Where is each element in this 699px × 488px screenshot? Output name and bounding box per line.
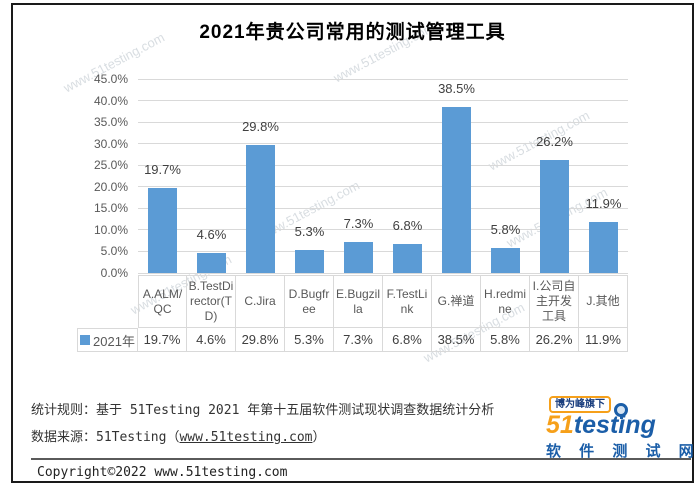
y-axis-tick-label: 20.0%	[93, 179, 128, 194]
bar-value-label: 19.7%	[144, 162, 181, 178]
y-axis-tick-label: 45.0%	[93, 72, 128, 86]
value-cell: 11.9%	[579, 328, 628, 352]
category-cell: D.Bugfree	[285, 275, 334, 328]
stats-rule-text: 统计规则：基于 51Testing 2021 年第十五届软件测试现状调查数据统计…	[31, 403, 495, 418]
bar	[295, 250, 324, 273]
value-cell: 26.2%	[530, 328, 579, 352]
y-axis-tick-label: 0.0%	[100, 266, 128, 280]
legend-cell: 2021年	[77, 328, 138, 352]
magnifier-icon	[614, 403, 629, 419]
category-cell: G.禅道	[432, 275, 481, 328]
y-axis-tick-label: 40.0%	[93, 93, 128, 108]
chart-frame: www.51testing.com www.51testing.com www.51…	[11, 3, 694, 483]
bar-value-label: 11.9%	[585, 195, 622, 211]
gridline	[138, 272, 628, 274]
bar	[197, 253, 226, 273]
divider-line	[31, 458, 691, 460]
value-cell: 19.7%	[138, 328, 187, 352]
bar-value-label: 4.6%	[196, 227, 227, 243]
legend-marker-icon	[80, 335, 91, 345]
bar-value-label: 7.3%	[343, 215, 374, 231]
table-spacer	[77, 275, 138, 328]
y-axis-tick-label: 10.0%	[93, 222, 128, 237]
logo-badge: 博为峰旗下	[549, 396, 611, 413]
value-cell: 38.5%	[432, 328, 481, 352]
gridline	[138, 121, 628, 123]
bar	[393, 243, 422, 273]
category-cell: A.ALM/QC	[138, 275, 187, 328]
data-table: A.ALM/QC B.TestDirector(TD) C.Jira D.Bugfre…	[77, 275, 628, 352]
chart-title: 2021年贵公司常用的测试管理工具	[199, 22, 506, 43]
bar	[148, 188, 177, 273]
category-cell: H.redmine	[481, 275, 530, 328]
y-axis-tick-label: 15.0%	[93, 201, 128, 216]
gridline	[138, 229, 628, 231]
logo-brand-test: test	[573, 411, 619, 439]
value-cell: 6.8%	[383, 328, 432, 352]
y-axis: 45.0% 40.0% 35.0% 30.0% 25.0% 20.0% 15.0% 10.0%…	[31, 72, 128, 280]
gridline	[138, 250, 628, 252]
bar	[491, 248, 520, 273]
category-cell: E.Bugzilla	[334, 275, 383, 328]
logo-subtitle: 软 件 测 试 网	[546, 443, 699, 460]
value-cell: 4.6%	[187, 328, 236, 352]
value-cell: 5.3%	[285, 328, 334, 352]
gridline	[138, 100, 628, 102]
source-prefix: 数据来源：51Testing（	[31, 430, 180, 445]
category-cell: J.其他	[579, 275, 628, 328]
value-cell: 7.3%	[334, 328, 383, 352]
y-axis-tick-label: 35.0%	[93, 115, 128, 130]
gridline	[138, 78, 628, 80]
bar	[344, 241, 373, 273]
category-cell: B.TestDirector(TD)	[187, 275, 236, 328]
category-cell: I.公司自主开发工具	[530, 275, 579, 328]
source-suffix: ）	[312, 430, 326, 445]
bar	[540, 160, 569, 273]
bar-value-label: 29.8%	[242, 118, 279, 134]
value-cell: 29.8%	[236, 328, 285, 352]
logo-brand-i: i	[618, 411, 626, 439]
category-cell: F.TestLink	[383, 275, 432, 328]
bar-value-label: 5.8%	[490, 222, 521, 237]
logo-brand-51: 51	[546, 411, 574, 439]
bar-value-label: 26.2%	[536, 134, 573, 150]
gridline	[138, 164, 628, 166]
gridline	[138, 143, 628, 145]
bar	[589, 221, 618, 273]
bar	[246, 144, 275, 273]
bar-value-label: 5.3%	[294, 224, 325, 240]
logo-brand-ng: ng	[625, 411, 656, 439]
bar-value-label: 38.5%	[438, 81, 475, 97]
y-axis-tick-label: 25.0%	[93, 158, 128, 173]
y-axis-tick-label: 30.0%	[93, 136, 128, 151]
51testing-logo: 博为峰旗下 51testi ng 软 件 测 试 网	[546, 394, 696, 461]
copyright-text: Copyright©2022 www.51testing.com	[37, 465, 288, 480]
data-source-text: 数据来源：51Testing（www.51testing.com）	[31, 426, 326, 445]
value-cell: 5.8%	[481, 328, 530, 352]
bar-chart-plot: 19.7% 4.6% 29.8% 5.3% 7.3% 6.8% 38.5% 5.8% 26.2%…	[138, 78, 628, 274]
bar-value-label: 6.8%	[392, 217, 423, 233]
bar	[442, 107, 471, 273]
gridline	[138, 207, 628, 209]
source-link[interactable]: www.51testing.com	[179, 430, 313, 445]
logo-brand: 51testi ng	[546, 403, 696, 439]
legend-label: 2021年	[93, 333, 135, 349]
category-cell: C.Jira	[236, 275, 285, 328]
y-axis-tick-label: 5.0%	[100, 244, 128, 259]
gridline	[138, 186, 628, 188]
